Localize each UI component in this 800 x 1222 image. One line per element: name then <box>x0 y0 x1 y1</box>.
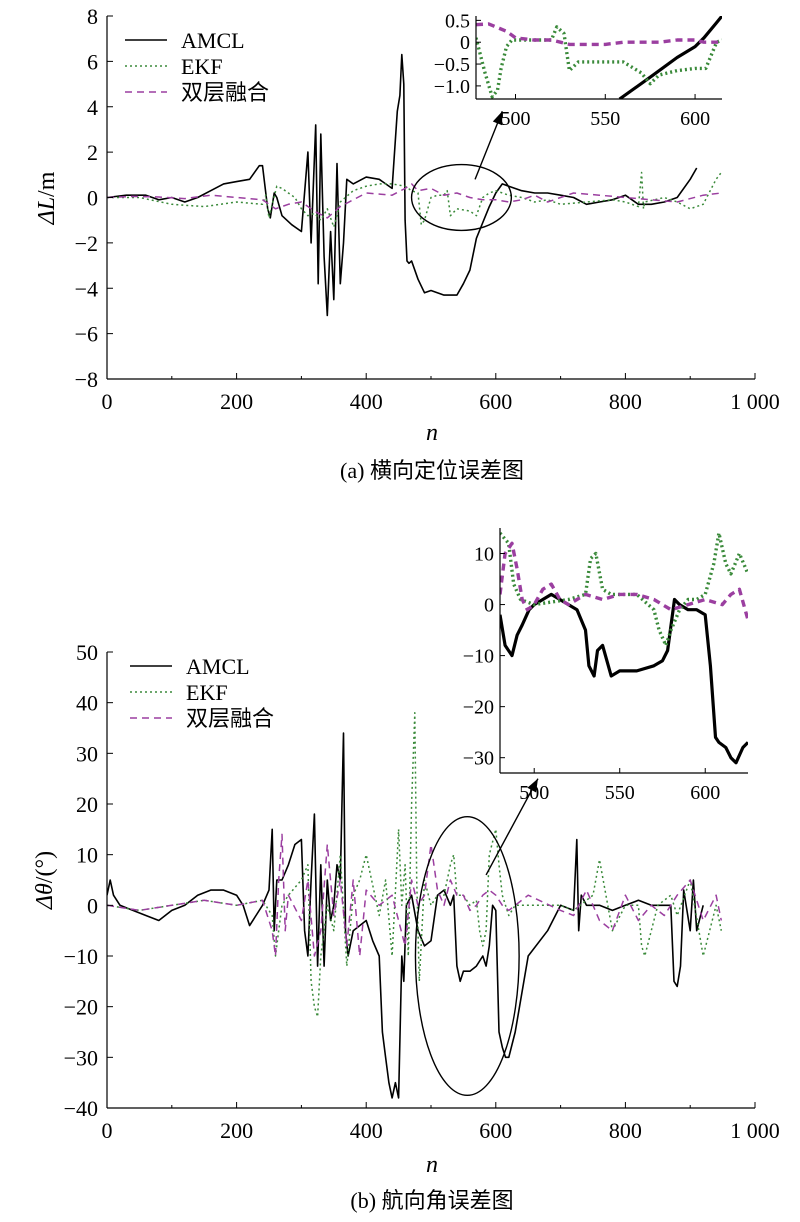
inset-x-tick-label-b-2: 600 <box>690 782 720 804</box>
legend-label-a-1: EKF <box>181 54 223 79</box>
inset-background-b <box>500 528 748 773</box>
highlight-ellipse-a <box>410 163 513 232</box>
x-tick-label-a-0: 0 <box>102 389 113 414</box>
x-axis-label-a: n <box>426 420 438 446</box>
y-tick-label-b-8: 40 <box>76 691 98 716</box>
plot-area-b <box>107 712 723 1099</box>
y-axis-label-a: ΔL/m <box>34 171 60 225</box>
series-line-b-1 <box>107 712 723 1018</box>
inset-series-line-a-0 <box>618 16 722 99</box>
y-axis-label-main-b: Δθ <box>32 883 58 910</box>
x-tick-label-b-1: 200 <box>220 1118 253 1143</box>
x-tick-label-a-1: 200 <box>220 389 253 414</box>
inset-x-tick-label-a-2: 600 <box>680 108 710 130</box>
y-tick-label-b-5: 10 <box>76 843 98 868</box>
y-tick-label-b-9: 50 <box>76 640 98 665</box>
x-tick-label-b-0: 0 <box>102 1118 113 1143</box>
x-axis-label-b: n <box>426 1152 438 1178</box>
inset-series-line-a-1 <box>476 25 722 99</box>
y-axis-label-b: Δθ/(°) <box>32 851 58 910</box>
y-tick-label-b-0: −40 <box>64 1096 98 1121</box>
y-tick-label-a-3: −2 <box>75 231 98 256</box>
y-tick-label-a-6: 4 <box>87 95 98 120</box>
inset-x-tick-label-a-0: 500 <box>501 108 531 130</box>
inset-background-a <box>476 16 722 99</box>
y-tick-label-a-7: 6 <box>87 49 98 74</box>
y-tick-label-b-1: −30 <box>64 1045 98 1070</box>
inset-plot-a <box>476 16 722 99</box>
x-tick-label-a-4: 800 <box>609 389 642 414</box>
series-line-a-2 <box>107 183 722 219</box>
x-tick-label-b-3: 600 <box>479 1118 512 1143</box>
inset-plot-b <box>500 531 748 765</box>
chart-heading-error: (b) 航向角误差图 0 200 400 600 800 1 000−40−30−20−1… <box>32 528 780 1213</box>
y-tick-label-b-2: −20 <box>64 995 98 1020</box>
y-tick-label-b-4: 0 <box>87 893 98 918</box>
x-tick-label-a-5: 1 000 <box>730 389 780 414</box>
inset-series-line-b-2 <box>500 541 748 621</box>
inset-y-tick-label-b-2: −10 <box>463 646 494 668</box>
y-tick-label-b-3: −10 <box>64 944 98 969</box>
inset-x-tick-label-a-1: 550 <box>590 108 620 130</box>
series-line-b-2 <box>107 833 723 957</box>
legend-label-a-0: AMCL <box>181 28 245 53</box>
inset-y-tick-label-b-4: −30 <box>463 748 494 770</box>
series-line-a-0 <box>107 53 698 317</box>
y-tick-label-a-0: −8 <box>75 367 98 392</box>
inset-series-line-a-2 <box>476 22 722 47</box>
legend-label-a-2: 双层融合 <box>181 80 269 105</box>
x-tick-label-b-4: 800 <box>609 1118 642 1143</box>
inset-y-tick-label-b-3: −20 <box>463 697 494 719</box>
caption-b: (b) 航向角误差图 <box>350 1188 513 1213</box>
x-tick-label-b-5: 1 000 <box>730 1118 780 1143</box>
legend-label-b-2: 双层融合 <box>186 706 274 731</box>
x-tick-label-a-2: 400 <box>350 389 383 414</box>
zoom-arrow-head-a <box>492 111 503 126</box>
series-line-a-1 <box>107 171 722 228</box>
y-axis-label-main-a: ΔL <box>34 197 60 225</box>
y-tick-label-a-2: −4 <box>75 276 98 301</box>
y-tick-label-b-7: 30 <box>76 741 98 766</box>
inset-y-tick-label-a-1: 0 <box>460 32 470 54</box>
zoom-arrow-head-b <box>527 778 538 793</box>
y-axis-label-unit-b: /(°) <box>32 851 58 883</box>
inset-series-line-b-1 <box>500 531 748 648</box>
inset-x-tick-label-b-0: 500 <box>519 782 549 804</box>
legend-label-b-1: EKF <box>186 680 228 705</box>
inset-y-tick-label-a-0: 0.5 <box>445 10 470 32</box>
series-line-b-0 <box>107 732 704 1099</box>
highlight-ellipse-b <box>414 815 520 1097</box>
y-tick-label-a-5: 2 <box>87 140 98 165</box>
inset-y-tick-label-b-1: 0 <box>484 595 494 617</box>
plot-area-a <box>107 53 722 317</box>
inset-y-tick-label-b-0: 10 <box>474 544 494 566</box>
y-tick-label-a-8: 8 <box>87 4 98 29</box>
inset-x-tick-label-b-1: 550 <box>605 782 635 804</box>
x-tick-label-a-3: 600 <box>479 389 512 414</box>
x-tick-label-b-2: 400 <box>350 1118 383 1143</box>
inset-y-tick-label-a-3: −1.0 <box>434 76 470 98</box>
inset-a: 500 550 600 0.50−0.5−1.0 <box>434 10 722 130</box>
y-axis-label-unit-a: /m <box>34 171 60 197</box>
caption-a: (a) 横向定位误差图 <box>340 458 524 483</box>
inset-y-tick-label-a-2: −0.5 <box>434 54 470 76</box>
zoom-arrow-b <box>485 778 539 876</box>
y-tick-label-b-6: 20 <box>76 792 98 817</box>
legend-label-b-0: AMCL <box>186 654 250 679</box>
chart-lateral-error: (a) 横向定位误差图 0 200 400 600 800 1 000 −8 −6 −4 −2 0 2… <box>34 4 780 483</box>
inset-b: 500 550 600 10 0 −10 −20 −30 <box>463 528 748 804</box>
y-tick-label-a-4: 0 <box>87 186 98 211</box>
y-tick-label-a-1: −6 <box>75 322 98 347</box>
